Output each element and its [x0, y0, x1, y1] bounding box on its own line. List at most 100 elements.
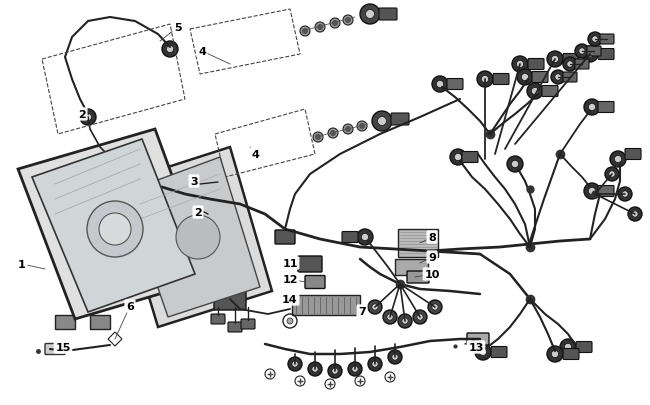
- Circle shape: [398, 314, 412, 328]
- Circle shape: [614, 156, 621, 163]
- FancyBboxPatch shape: [598, 186, 614, 197]
- Text: 5: 5: [174, 23, 182, 33]
- Circle shape: [308, 362, 322, 376]
- Circle shape: [346, 19, 350, 23]
- Circle shape: [432, 77, 448, 93]
- FancyBboxPatch shape: [625, 149, 641, 160]
- FancyBboxPatch shape: [528, 60, 544, 70]
- FancyBboxPatch shape: [491, 347, 507, 358]
- Circle shape: [477, 72, 493, 88]
- FancyBboxPatch shape: [575, 60, 589, 70]
- FancyBboxPatch shape: [532, 72, 548, 83]
- Circle shape: [348, 362, 362, 376]
- Polygon shape: [32, 140, 195, 312]
- Circle shape: [521, 74, 528, 81]
- Circle shape: [333, 21, 337, 26]
- Text: 9: 9: [428, 252, 436, 262]
- FancyBboxPatch shape: [214, 288, 246, 310]
- Circle shape: [328, 129, 338, 139]
- Circle shape: [547, 52, 563, 68]
- Circle shape: [588, 33, 602, 47]
- Circle shape: [315, 135, 320, 140]
- Text: 8: 8: [428, 232, 436, 243]
- Text: 2: 2: [78, 110, 86, 120]
- Circle shape: [99, 213, 131, 245]
- FancyBboxPatch shape: [298, 256, 322, 272]
- Circle shape: [592, 37, 598, 43]
- Circle shape: [609, 171, 615, 178]
- Circle shape: [436, 81, 443, 88]
- Circle shape: [372, 304, 378, 310]
- Text: 12: 12: [282, 274, 298, 284]
- Circle shape: [361, 234, 369, 241]
- Circle shape: [80, 110, 96, 126]
- Circle shape: [579, 49, 585, 55]
- Circle shape: [516, 61, 524, 68]
- FancyBboxPatch shape: [587, 47, 601, 57]
- Circle shape: [450, 149, 466, 166]
- Circle shape: [383, 310, 397, 324]
- Text: 6: 6: [126, 301, 134, 311]
- Circle shape: [402, 318, 408, 324]
- Circle shape: [330, 19, 340, 29]
- Circle shape: [360, 5, 380, 25]
- Circle shape: [387, 314, 393, 320]
- Circle shape: [292, 361, 298, 367]
- FancyBboxPatch shape: [305, 276, 325, 289]
- Circle shape: [302, 30, 307, 34]
- Circle shape: [454, 154, 462, 161]
- Circle shape: [560, 339, 576, 355]
- FancyBboxPatch shape: [45, 344, 65, 355]
- Circle shape: [628, 207, 642, 222]
- Circle shape: [480, 349, 487, 356]
- Circle shape: [87, 202, 143, 257]
- Circle shape: [584, 100, 600, 116]
- FancyBboxPatch shape: [211, 314, 225, 324]
- Text: 14: 14: [282, 294, 298, 304]
- Circle shape: [162, 42, 178, 58]
- Polygon shape: [125, 158, 260, 317]
- Circle shape: [332, 368, 338, 374]
- Bar: [292, 295, 360, 315]
- Polygon shape: [18, 130, 210, 319]
- Circle shape: [359, 124, 365, 129]
- Circle shape: [200, 209, 205, 214]
- Circle shape: [507, 157, 523, 173]
- Circle shape: [551, 71, 565, 85]
- Circle shape: [584, 183, 600, 200]
- Circle shape: [392, 354, 398, 360]
- Circle shape: [512, 161, 519, 168]
- Circle shape: [588, 104, 595, 111]
- Circle shape: [378, 117, 387, 126]
- Circle shape: [372, 361, 378, 367]
- FancyBboxPatch shape: [563, 54, 579, 65]
- Circle shape: [315, 23, 325, 33]
- Text: 13: 13: [468, 342, 484, 352]
- Text: 10: 10: [424, 269, 439, 279]
- Circle shape: [317, 26, 322, 30]
- Circle shape: [586, 51, 593, 58]
- Circle shape: [575, 45, 589, 59]
- Bar: [90, 315, 110, 329]
- FancyBboxPatch shape: [228, 322, 242, 332]
- Circle shape: [357, 122, 367, 132]
- FancyBboxPatch shape: [563, 73, 577, 83]
- FancyBboxPatch shape: [576, 342, 592, 353]
- FancyBboxPatch shape: [598, 49, 614, 60]
- Circle shape: [563, 58, 577, 72]
- Text: 4: 4: [251, 149, 259, 160]
- FancyBboxPatch shape: [600, 35, 614, 45]
- FancyBboxPatch shape: [342, 232, 358, 243]
- Circle shape: [84, 114, 92, 122]
- Text: 15: 15: [55, 342, 71, 352]
- Text: 11: 11: [282, 258, 298, 269]
- Circle shape: [357, 230, 373, 245]
- Polygon shape: [115, 148, 272, 327]
- Text: 2: 2: [194, 207, 202, 217]
- Text: 7: 7: [358, 306, 366, 316]
- FancyBboxPatch shape: [241, 319, 255, 329]
- Circle shape: [313, 133, 323, 143]
- Circle shape: [176, 215, 220, 259]
- Circle shape: [196, 205, 208, 217]
- FancyBboxPatch shape: [391, 114, 409, 126]
